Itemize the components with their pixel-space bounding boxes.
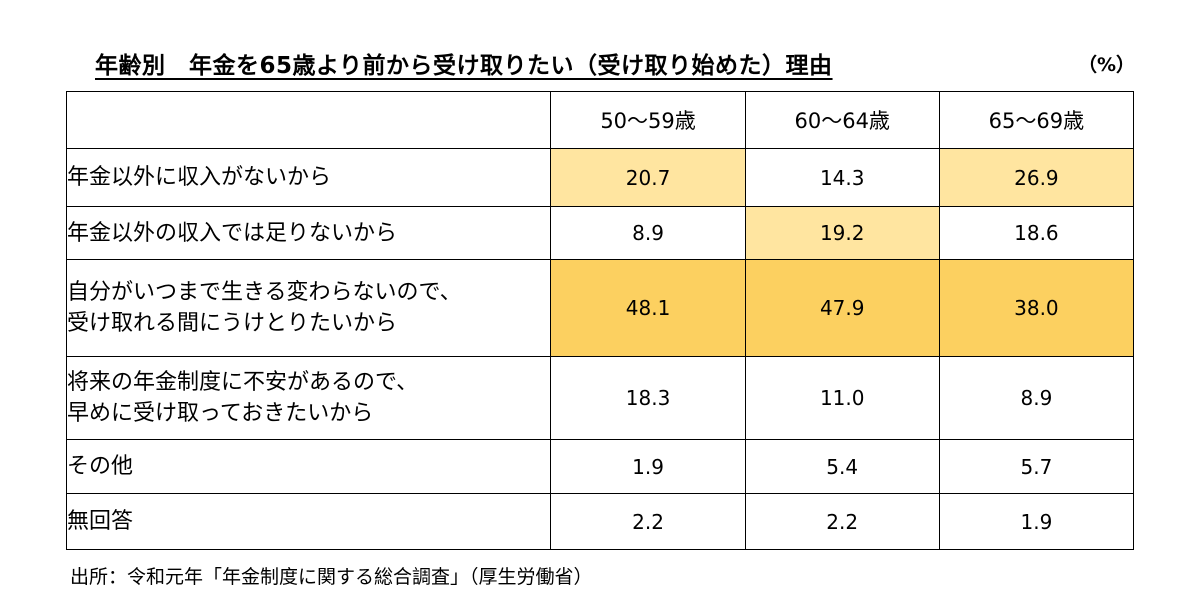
row-label-line: 早めに受け取っておきたいから <box>67 401 374 426</box>
header-row: 50～59歳 60～64歳 65～69歳 <box>65 91 1135 149</box>
row-label-line: 年金以外の収入では足りないから <box>67 220 398 246</box>
value-cell: 1.9 <box>550 439 746 494</box>
source-note: 出所：令和元年「年金制度に関する総合調査」（厚生労働省） <box>70 566 593 588</box>
table-row: 無回答 2.2 2.2 1.9 <box>65 493 1135 550</box>
value-cell: 26.9 <box>938 148 1135 207</box>
row-label: 無回答 <box>65 493 552 550</box>
header-age-65-69: 65～69歳 <box>938 91 1135 149</box>
table-row: 自分がいつまで生きる変わらないので、 受け取れる間にうけとりたいから 48.1 … <box>65 259 1135 357</box>
row-label-line: 将来の年金制度に不安があるので、 <box>67 370 419 395</box>
row-label: 年金以外の収入では足りないから <box>65 206 552 260</box>
value-cell: 19.2 <box>744 206 940 260</box>
value-cell: 5.7 <box>938 439 1135 494</box>
row-label: 年金以外に収入がないから <box>65 148 552 207</box>
value-cell: 2.2 <box>550 493 746 550</box>
row-label-line: 無回答 <box>67 509 134 534</box>
table-row: 年金以外に収入がないから 20.7 14.3 26.9 <box>65 148 1135 207</box>
table-row: 年金以外の収入では足りないから 8.9 19.2 18.6 <box>65 206 1135 260</box>
page-title: 年齢別 年金を65歳より前から受け取りたい（受け取り始めた）理由 <box>95 53 833 79</box>
row-label-line: 自分がいつまで生きる変わらないので、 <box>67 280 462 305</box>
value-cell: 8.9 <box>938 356 1135 440</box>
value-cell: 14.3 <box>744 148 940 207</box>
value-cell: 18.3 <box>550 356 746 440</box>
value-cell: 11.0 <box>744 356 940 440</box>
value-cell: 5.4 <box>744 439 940 494</box>
table-row: その他 1.9 5.4 5.7 <box>65 439 1135 494</box>
value-cell: 47.9 <box>744 259 940 357</box>
value-cell: 20.7 <box>550 148 746 207</box>
header-corner <box>65 91 552 149</box>
header-age-60-64: 60～64歳 <box>744 91 940 149</box>
row-label-line: 受け取れる間にうけとりたいから <box>67 311 398 336</box>
value-cell: 18.6 <box>938 206 1135 260</box>
row-label: その他 <box>65 439 552 494</box>
header-age-50-59: 50～59歳 <box>550 91 746 149</box>
value-cell: 48.1 <box>550 259 746 357</box>
row-label-line: その他 <box>67 454 134 479</box>
reasons-table: 50～59歳 60～64歳 65～69歳 年金以外に収入がないから 20.7 1… <box>65 91 1135 550</box>
row-label-line: 年金以外に収入がないから <box>67 165 332 190</box>
value-cell: 1.9 <box>938 493 1135 550</box>
row-label: 将来の年金制度に不安があるので、 早めに受け取っておきたいから <box>65 356 552 440</box>
unit-label: （%） <box>1078 54 1136 76</box>
row-label: 自分がいつまで生きる変わらないので、 受け取れる間にうけとりたいから <box>65 259 552 357</box>
value-cell: 38.0 <box>938 259 1135 357</box>
value-cell: 8.9 <box>550 206 746 260</box>
table-row: 将来の年金制度に不安があるので、 早めに受け取っておきたいから 18.3 11.… <box>65 356 1135 440</box>
value-cell: 2.2 <box>744 493 940 550</box>
